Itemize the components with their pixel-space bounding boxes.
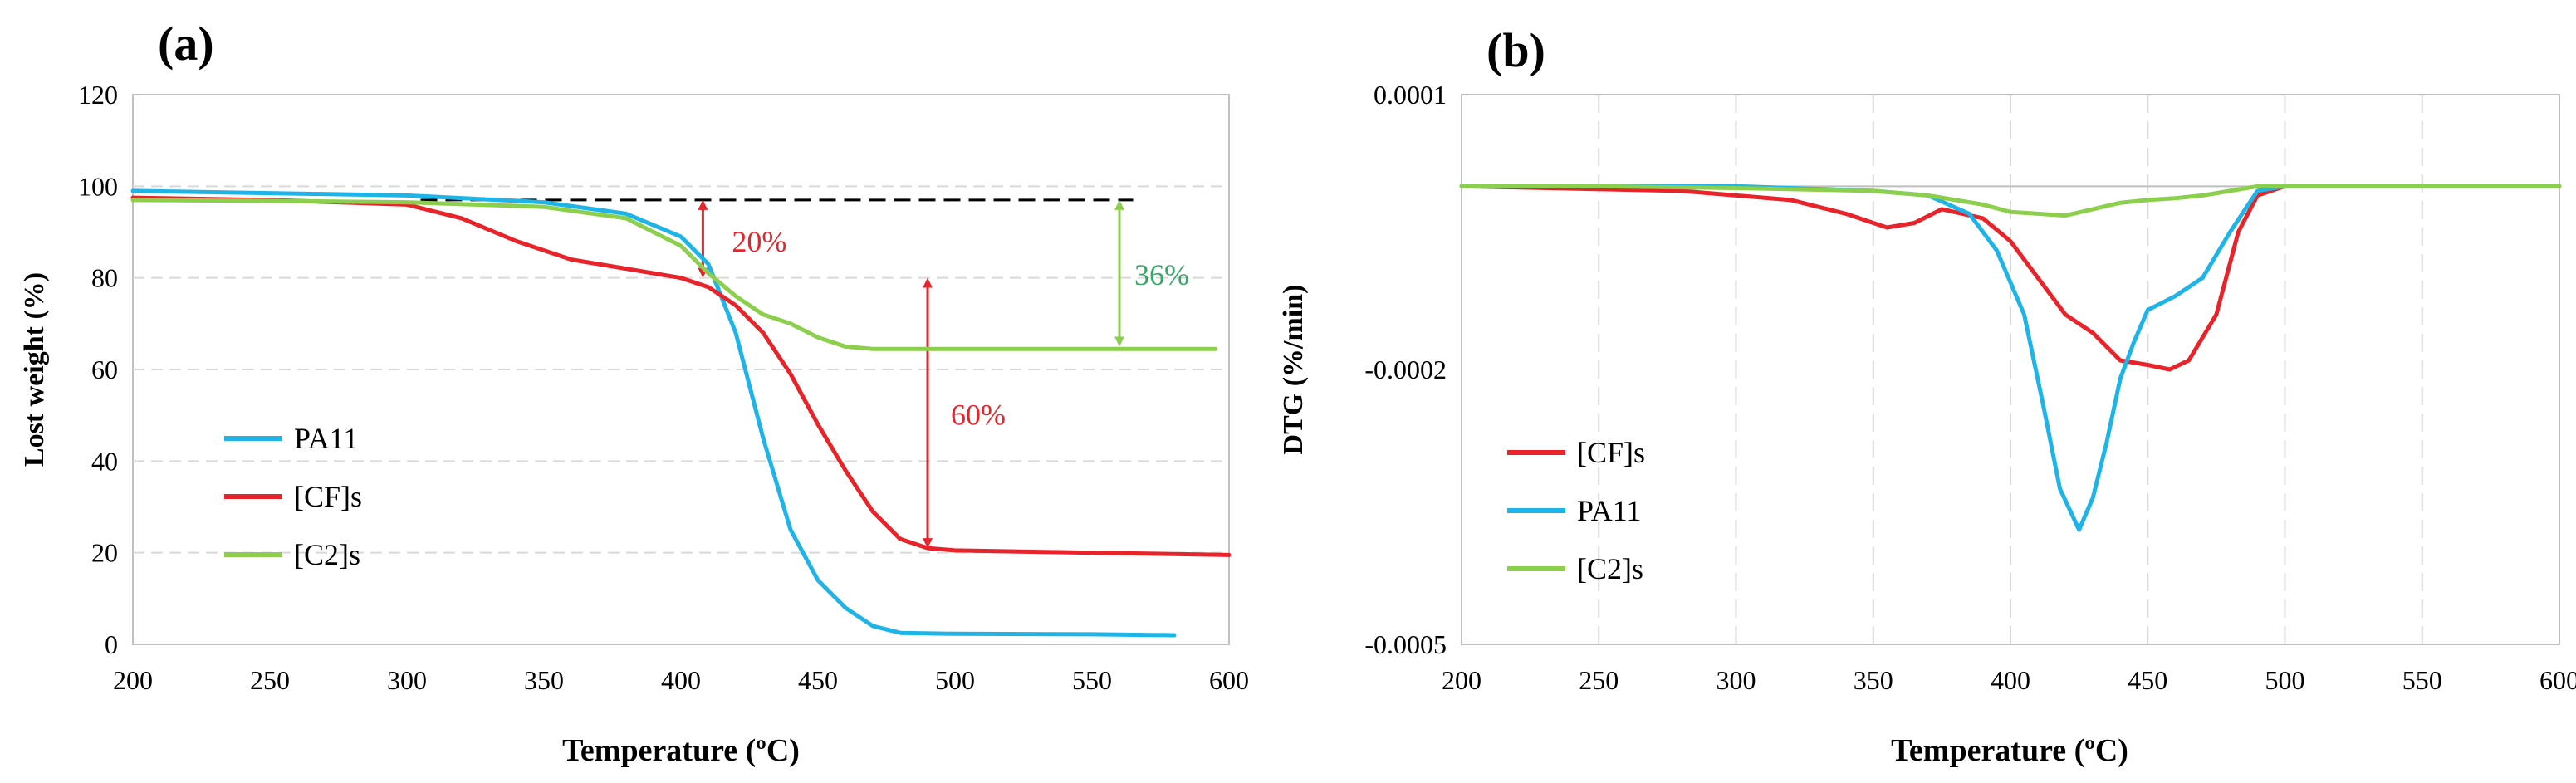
- b-x-tick-label: 500: [2265, 665, 2305, 695]
- b-x-tick-label: 350: [1854, 665, 1893, 695]
- panel-a-x-axis-label: Temperature (ºC): [562, 733, 800, 768]
- a-x-tick-label: 300: [387, 665, 427, 695]
- b-x-tick-label: 450: [2128, 665, 2167, 695]
- a-y-tick-label: 60: [91, 355, 118, 384]
- panel-a-legend: PA11 [CF]s [C2]s: [224, 422, 362, 571]
- b-series-cfs: [1459, 184, 2562, 372]
- b-y-tick-label: -0.0005: [1364, 629, 1447, 659]
- panel-b-y-axis-label: DTG (%/min): [1278, 285, 1309, 455]
- b-x-tick-label: 250: [1579, 665, 1619, 695]
- b-series-c2s: [1459, 184, 2562, 218]
- b-legend-label: [C2]s: [1577, 552, 1643, 585]
- b-x-tick-label: 600: [2539, 665, 2576, 695]
- panel-a-series: [130, 188, 1232, 638]
- b-x-tick-label: 550: [2402, 665, 2442, 695]
- panel-b-series: [1459, 184, 2562, 532]
- a-x-tick-label: 450: [798, 665, 838, 695]
- b-legend-label: [CF]s: [1577, 436, 1645, 469]
- b-y-tick-label: 0.0001: [1374, 80, 1447, 110]
- a-y-tick-label: 20: [91, 538, 118, 568]
- b-x-tick-label: 400: [1991, 665, 2030, 695]
- b-x-tick-label: 300: [1717, 665, 1756, 695]
- a-y-tick-label: 120: [78, 80, 118, 110]
- panel-a: (a) 0 20 40 60 80 100 120 200 250 300 350 400 450 50…: [19, 17, 1249, 768]
- panel-b-legend: [CF]s PA11 [C2]s: [1507, 436, 1645, 585]
- a-legend-label: [C2]s: [294, 538, 360, 571]
- panel-a-annotations: 20% 60% 36%: [420, 198, 1189, 549]
- a-x-tick-label: 600: [1209, 665, 1249, 695]
- annotation-label: 36%: [1134, 258, 1189, 291]
- a-x-tick-label: 500: [935, 665, 975, 695]
- a-legend-label: [CF]s: [294, 480, 362, 513]
- b-legend-label: PA11: [1577, 494, 1641, 527]
- a-y-tick-label: 40: [91, 446, 118, 476]
- a-y-tick-label: 0: [105, 629, 118, 659]
- b-x-tick-label: 200: [1442, 665, 1481, 695]
- a-y-tick-label: 80: [91, 263, 118, 293]
- a-series-c2s: [130, 198, 1217, 351]
- panel-b-x-axis-label: Temperature (ºC): [1891, 733, 2128, 768]
- panel-b-label: (b): [1486, 23, 1545, 77]
- b-series-pa11: [1459, 184, 2562, 532]
- panel-b-x-ticks: 200 250 300 350 400 450 500 550 600: [1442, 665, 2576, 695]
- a-series-pa11: [130, 188, 1177, 638]
- a-x-tick-label: 350: [524, 665, 564, 695]
- a-x-tick-label: 200: [113, 665, 153, 695]
- a-series-cfs: [130, 195, 1232, 557]
- a-legend-label: PA11: [294, 422, 358, 455]
- annotation-label: 60%: [951, 398, 1006, 431]
- a-y-tick-label: 100: [78, 171, 118, 201]
- panel-a-x-ticks: 200 250 300 350 400 450 500 550 600: [113, 665, 1249, 695]
- panel-b: (b) 0.0001 -0.0002 -0.0005 200 250 300 350 400…: [1278, 23, 2576, 768]
- panel-a-label: (a): [158, 17, 214, 71]
- a-x-tick-label: 250: [250, 665, 290, 695]
- annotation-label: 20%: [732, 225, 786, 258]
- panel-a-y-ticks: 0 20 40 60 80 100 120: [78, 80, 118, 659]
- a-x-tick-label: 400: [661, 665, 701, 695]
- a-x-tick-label: 550: [1072, 665, 1112, 695]
- b-y-tick-label: -0.0002: [1364, 355, 1447, 384]
- panel-b-y-ticks: 0.0001 -0.0002 -0.0005: [1364, 80, 1447, 659]
- panel-a-y-axis-label: Lost weight (%): [19, 272, 50, 467]
